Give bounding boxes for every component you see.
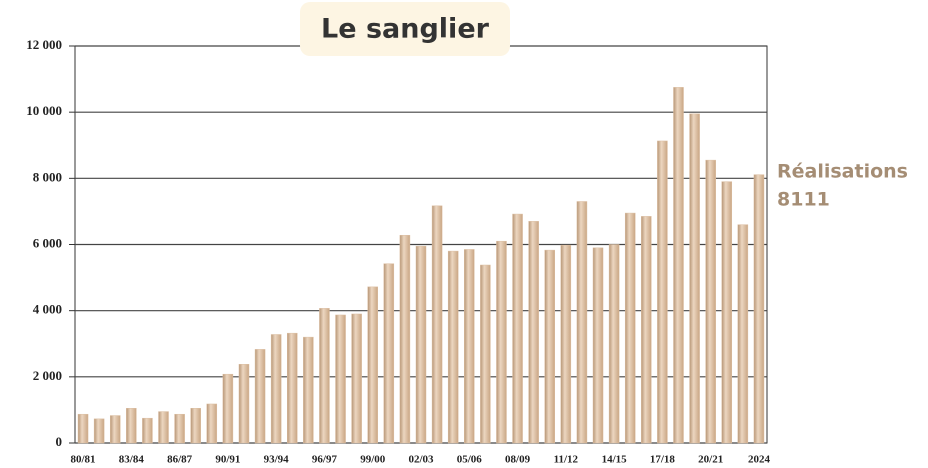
bar bbox=[126, 408, 137, 444]
bar bbox=[190, 408, 201, 444]
bar bbox=[270, 334, 282, 444]
title-box bbox=[300, 2, 510, 56]
x-tick-label: 83/84 bbox=[119, 454, 145, 466]
bar bbox=[319, 308, 330, 444]
x-tick-label: 11/12 bbox=[554, 454, 579, 466]
y-tick-label: 6 000 bbox=[33, 235, 62, 250]
bar bbox=[624, 212, 636, 444]
bar bbox=[673, 87, 684, 444]
annotation: Réalisations bbox=[777, 161, 908, 183]
x-tick-label: 80/81 bbox=[71, 454, 96, 466]
bar bbox=[431, 205, 443, 444]
x-tick-label: 2024 bbox=[748, 454, 771, 466]
bar bbox=[222, 373, 234, 444]
bar bbox=[77, 413, 89, 444]
x-tick-label: 86/87 bbox=[167, 454, 193, 466]
bar bbox=[480, 264, 491, 444]
x-tick-label: 99/00 bbox=[360, 454, 386, 466]
bar bbox=[544, 249, 555, 444]
bar bbox=[576, 201, 588, 444]
bar bbox=[303, 336, 314, 444]
bar bbox=[512, 213, 523, 444]
bar bbox=[608, 244, 620, 444]
bar bbox=[206, 403, 218, 444]
bar bbox=[705, 159, 716, 444]
bar bbox=[238, 364, 250, 444]
bar bbox=[447, 250, 459, 444]
y-tick-label: 8 000 bbox=[33, 169, 62, 184]
bar bbox=[142, 417, 153, 444]
bar bbox=[689, 113, 700, 444]
bar bbox=[158, 411, 169, 444]
x-tick-label: 05/06 bbox=[457, 454, 483, 466]
bar bbox=[592, 247, 604, 444]
bar bbox=[367, 286, 378, 444]
bar bbox=[528, 221, 539, 444]
x-tick-label: 08/09 bbox=[505, 454, 531, 466]
bar bbox=[351, 313, 362, 444]
x-tick-label: 90/91 bbox=[215, 454, 240, 466]
x-tick-label: 93/94 bbox=[264, 454, 290, 466]
bar bbox=[109, 415, 121, 444]
bar bbox=[174, 413, 185, 444]
chart-title: Le sanglier bbox=[321, 14, 490, 45]
x-tick-label: 14/15 bbox=[602, 454, 628, 466]
bar bbox=[254, 349, 266, 444]
x-tick-label: 02/03 bbox=[408, 454, 434, 466]
bar bbox=[93, 418, 105, 444]
plot-area: 0 2 000 4 000 6 000 8 000 10 000 12 000 80/81 83… bbox=[26, 37, 770, 466]
bar bbox=[496, 240, 507, 444]
bar bbox=[737, 224, 749, 444]
bar bbox=[753, 174, 765, 444]
bar bbox=[641, 216, 652, 444]
bar bbox=[721, 181, 733, 444]
bar bbox=[415, 245, 427, 444]
y-tick-label: 2 000 bbox=[33, 368, 62, 383]
bar bbox=[383, 263, 395, 444]
x-tick-label: 20/21 bbox=[698, 454, 723, 466]
bar bbox=[287, 332, 298, 444]
bar bbox=[335, 314, 346, 444]
bar bbox=[464, 249, 475, 444]
annotation: 8111 bbox=[777, 189, 830, 211]
bar bbox=[560, 244, 572, 444]
y-tick-label: 12 000 bbox=[26, 37, 62, 52]
bar bbox=[657, 140, 668, 444]
x-tick-label: 17/18 bbox=[650, 454, 676, 466]
y-tick-label: 10 000 bbox=[26, 103, 62, 118]
y-tick-label: 4 000 bbox=[33, 302, 62, 317]
x-tick-label: 96/97 bbox=[312, 454, 338, 466]
y-tick-label: 0 bbox=[56, 434, 63, 449]
bar bbox=[399, 234, 411, 444]
